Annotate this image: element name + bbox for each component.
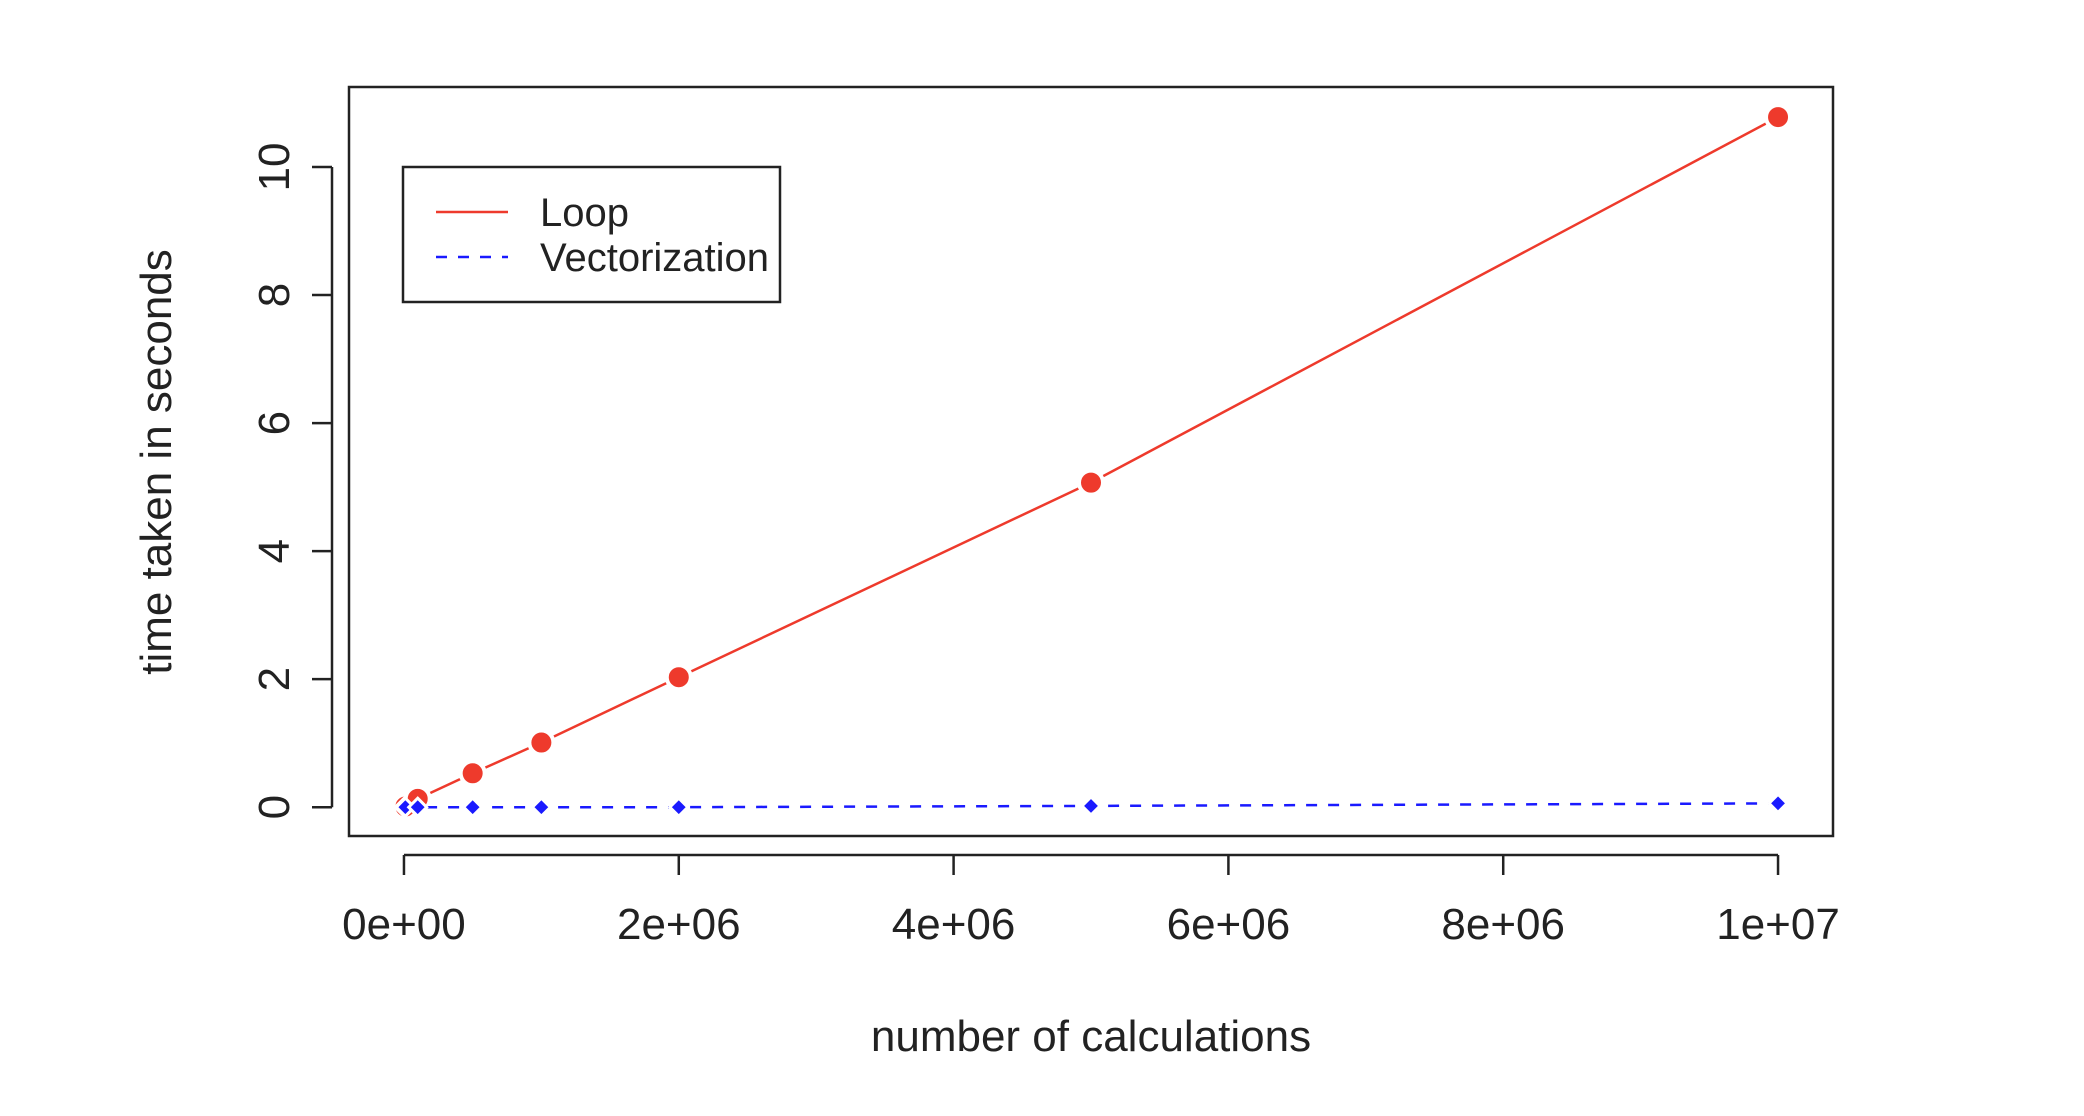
legend-label-vectorization: Vectorization bbox=[540, 236, 769, 280]
data-point-vectorization bbox=[1079, 794, 1103, 818]
legend: Loop Vectorization bbox=[401, 165, 782, 304]
data-point-vectorization bbox=[667, 796, 690, 819]
y-tick-label: 6 bbox=[250, 411, 299, 435]
legend-box bbox=[401, 165, 782, 304]
data-point-vectorization bbox=[406, 796, 429, 819]
x-tick-label: 4e+06 bbox=[892, 900, 1016, 949]
data-point-loop bbox=[1764, 103, 1793, 132]
data-point-loop bbox=[458, 759, 487, 788]
y-tick-label: 10 bbox=[250, 143, 299, 192]
data-point-loop bbox=[664, 663, 693, 692]
y-tick-label: 0 bbox=[250, 795, 299, 819]
plot-frame bbox=[347, 85, 1835, 838]
y-tick-label: 8 bbox=[250, 283, 299, 307]
data-point-loop bbox=[1077, 468, 1105, 497]
x-tick-label: 2e+06 bbox=[617, 900, 741, 949]
y-axis: 0 2 4 6 8 10 bbox=[250, 143, 334, 819]
x-axis-label: number of calculations bbox=[871, 1012, 1311, 1061]
x-tick-label: 1e+07 bbox=[1716, 900, 1840, 949]
y-tick-label: 4 bbox=[250, 539, 299, 563]
y-axis-label: time taken in seconds bbox=[132, 249, 181, 675]
data-point-vectorization bbox=[1766, 792, 1790, 815]
x-tick-label: 6e+06 bbox=[1167, 900, 1291, 949]
legend-label-loop: Loop bbox=[540, 191, 629, 235]
x-axis: 0e+00 2e+06 4e+06 6e+06 8e+06 1e+07 bbox=[342, 853, 1840, 949]
series-layer bbox=[390, 103, 1793, 822]
data-point-vectorization bbox=[461, 796, 484, 819]
x-tick-label: 8e+06 bbox=[1441, 900, 1565, 949]
data-point-loop bbox=[527, 728, 556, 757]
x-tick-label: 0e+00 bbox=[342, 900, 466, 949]
data-point-vectorization bbox=[530, 796, 553, 819]
y-tick-label: 2 bbox=[250, 667, 299, 691]
